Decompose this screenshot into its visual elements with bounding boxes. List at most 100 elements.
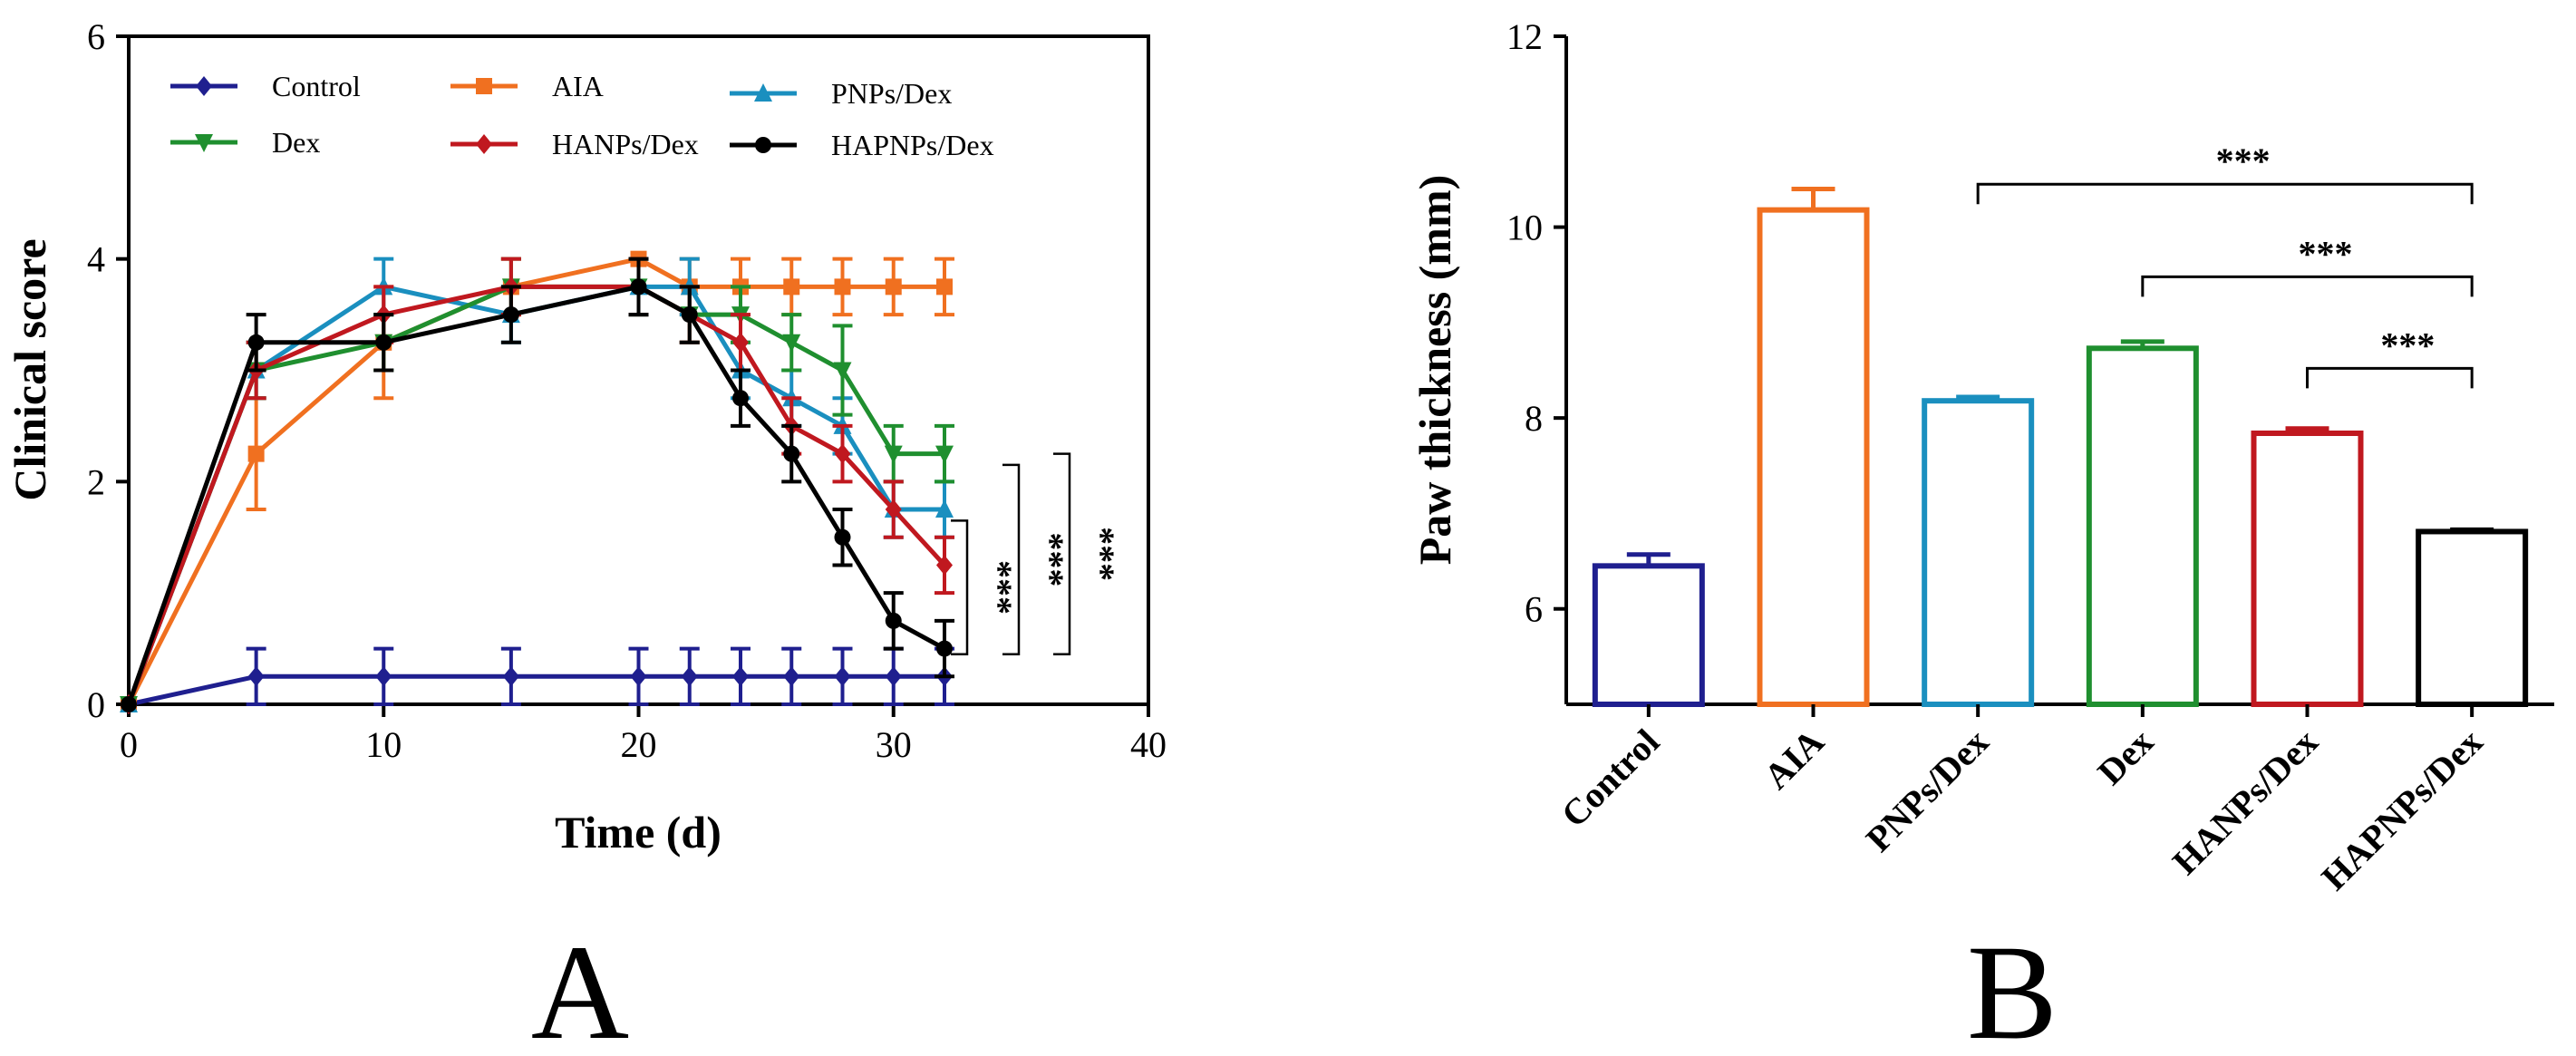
- legend-marker: [195, 134, 213, 152]
- panel-a-significance: ****** ***: [951, 452, 1122, 655]
- data-point: [732, 332, 749, 353]
- series-line: [126, 284, 944, 705]
- data-point: [247, 666, 265, 687]
- series-hanps-dex: [121, 257, 954, 714]
- legend-entry-pnps-dex: PNPs/Dex: [730, 77, 952, 110]
- series-control: [121, 646, 954, 714]
- data-point: [732, 390, 749, 407]
- significance-label: ***: [979, 560, 1020, 615]
- category-label: PNPs/Dex: [1858, 722, 1997, 860]
- legend-label: HAPNPs/Dex: [831, 129, 994, 161]
- x-tick-label: 30: [876, 724, 912, 765]
- bar-dex: Dex: [2086, 339, 2199, 793]
- x-tick-label: 20: [621, 724, 657, 765]
- data-point: [783, 445, 800, 462]
- x-tick-label: 40: [1130, 724, 1167, 765]
- legend-marker: [196, 76, 212, 96]
- data-point: [885, 612, 902, 629]
- y-tick-label: 12: [1506, 16, 1543, 57]
- series-line: [126, 284, 946, 705]
- significance-label: ***: [2216, 140, 2271, 181]
- bracket-line: [1053, 452, 1071, 655]
- significance-label: ***: [1031, 532, 1071, 586]
- bracket-line: [2306, 366, 2474, 389]
- data-point: [834, 528, 851, 546]
- legend-marker: [476, 78, 492, 94]
- data-point: [834, 278, 851, 295]
- category-label: HANPs/Dex: [2164, 722, 2326, 883]
- bracket-line: [951, 519, 969, 655]
- data-point: [885, 278, 902, 295]
- data-point: [783, 666, 800, 687]
- data-point: [121, 696, 137, 712]
- data-point: [375, 334, 392, 351]
- significance-bracket: ***: [1002, 463, 1071, 655]
- x-tick-label: 0: [120, 724, 138, 765]
- data-point: [935, 445, 954, 464]
- legend-marker: [755, 137, 771, 153]
- data-point: [783, 278, 800, 295]
- category-label: Dex: [2089, 722, 2161, 793]
- y-tick-label: 0: [87, 684, 105, 725]
- significance-bracket: ***: [1053, 452, 1122, 655]
- data-point: [681, 306, 698, 324]
- series-line: [128, 673, 944, 707]
- legend-entry-aia: AIA: [450, 70, 604, 102]
- series-line: [126, 284, 946, 705]
- bar-control: Control: [1554, 552, 1705, 836]
- data-point: [681, 666, 698, 687]
- data-point: [834, 443, 851, 464]
- panel-a-label: A: [531, 917, 629, 1056]
- significance-label: ***: [2380, 325, 2435, 365]
- legend-label: HANPs/Dex: [552, 128, 699, 160]
- bar-pnps-dex: PNPs/Dex: [1858, 394, 2035, 860]
- data-point: [630, 666, 647, 687]
- bar: [2086, 345, 2199, 707]
- bar: [2416, 528, 2529, 707]
- data-point: [502, 306, 519, 324]
- significance-bracket: ***: [2306, 325, 2474, 389]
- series-pnps-dex: [120, 257, 954, 712]
- y-tick-label: 8: [1525, 398, 1543, 439]
- bar-aia: AIA: [1756, 186, 1870, 797]
- panel-a-line-chart: 0 10 20 30 40 0 2 4 6 Control AIA PNPs/Dex Dex HANPs…: [5, 16, 1167, 1056]
- data-point: [375, 666, 392, 687]
- data-point: [732, 666, 749, 687]
- series-line: [126, 284, 944, 705]
- bracket-line: [1976, 182, 2474, 205]
- significance-label: ***: [2299, 233, 2353, 274]
- bar: [1922, 398, 2035, 707]
- legend-marker: [754, 83, 772, 102]
- x-tick-label: 10: [365, 724, 402, 765]
- bracket-line: [1002, 463, 1021, 655]
- data-point: [884, 445, 903, 464]
- y-tick-label: 6: [1525, 589, 1543, 630]
- data-point: [885, 666, 902, 687]
- y-tick-label: 6: [87, 16, 105, 57]
- significance-bracket: ***: [951, 519, 1020, 655]
- panel-a-ylabel: Clinical score: [5, 238, 55, 500]
- panel-a-xlabel: Time (d): [555, 807, 721, 857]
- data-point: [630, 278, 647, 295]
- bar: [2251, 430, 2364, 707]
- legend-label: Control: [272, 70, 361, 102]
- data-point: [833, 362, 852, 381]
- category-label: Control: [1554, 722, 1668, 836]
- data-point: [936, 278, 953, 295]
- data-point: [834, 666, 851, 687]
- data-point: [936, 640, 953, 657]
- series-aia: [121, 250, 954, 712]
- legend-entry-hanps-dex: HANPs/Dex: [450, 128, 699, 160]
- data-point: [885, 499, 902, 520]
- panel-b-bar-chart: 6 8 10 12 Control AIA PNPs/Dex Dex HANPs/DexHAP…: [1409, 16, 2554, 1056]
- panel-b-label: B: [1967, 917, 2058, 1056]
- bracket-line: [2141, 275, 2474, 297]
- legend-entry-control: Control: [170, 70, 361, 102]
- legend-marker: [476, 134, 492, 154]
- panel-a-legend: Control AIA PNPs/Dex Dex HANPs/Dex HAPNPs/Dex: [170, 70, 994, 161]
- data-point: [935, 499, 954, 518]
- data-point: [936, 555, 953, 576]
- significance-bracket: ***: [1976, 140, 2474, 205]
